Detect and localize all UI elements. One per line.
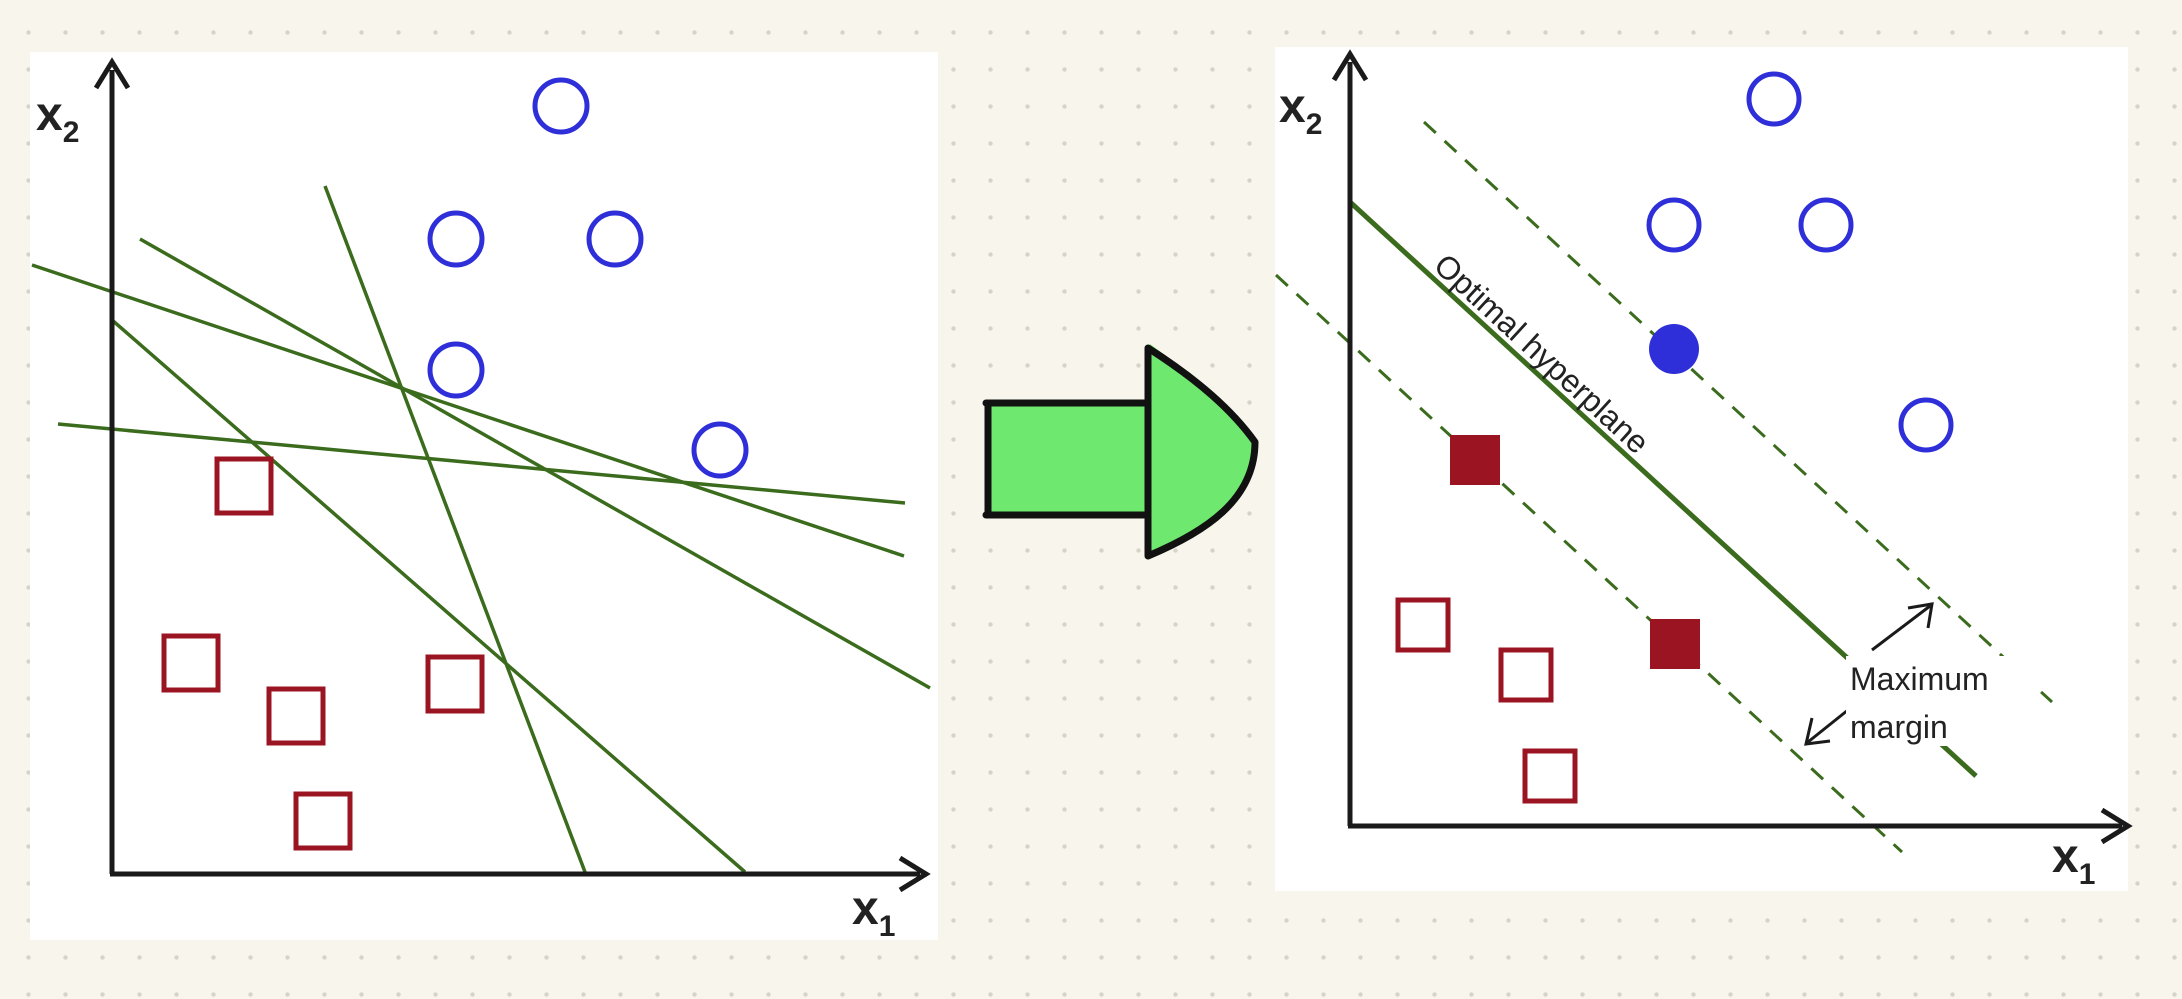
margin-label-line2: margin bbox=[1850, 709, 1948, 745]
left-squares bbox=[161, 456, 485, 851]
class-a-circle bbox=[691, 421, 749, 479]
arrow-fill bbox=[986, 344, 1255, 555]
candidate-line bbox=[110, 318, 747, 874]
margin-arrow-up bbox=[1871, 604, 1931, 652]
left-y-arrowhead bbox=[93, 57, 131, 90]
class-a-circle bbox=[586, 210, 644, 268]
class-b-square bbox=[425, 654, 485, 714]
left-axes bbox=[93, 57, 931, 893]
support-vector-square bbox=[1650, 619, 1700, 669]
right-axes bbox=[1331, 49, 2133, 845]
right-panel-background bbox=[1275, 47, 2128, 891]
lower-margin-line bbox=[1274, 273, 1904, 854]
right-x-axis-label: x1 bbox=[2052, 830, 2095, 891]
class-b-square bbox=[1395, 597, 1451, 653]
class-b-square bbox=[1498, 647, 1554, 703]
support-vector-circle bbox=[1649, 324, 1699, 374]
left-x-arrowhead bbox=[898, 855, 931, 893]
candidate-line bbox=[323, 185, 587, 873]
class-b-square bbox=[1522, 748, 1578, 804]
class-a-circle bbox=[1798, 197, 1854, 253]
class-a-circle bbox=[1898, 397, 1954, 453]
margin-label-background bbox=[1846, 656, 2038, 746]
candidate-line bbox=[57, 422, 906, 505]
upper-margin-line bbox=[1422, 120, 2054, 704]
class-a-circle bbox=[1746, 71, 1802, 127]
right-panel: Optimal hyperplane x2 x1 bbox=[1274, 47, 2133, 891]
class-b-square bbox=[214, 456, 274, 516]
class-a-circle bbox=[427, 341, 485, 399]
candidate-line bbox=[31, 263, 905, 558]
right-arrow-icon bbox=[982, 344, 1259, 560]
left-y-axis-label: x2 bbox=[36, 88, 79, 149]
margin-label-line1: Maximum bbox=[1850, 661, 1989, 697]
right-squares bbox=[1395, 597, 1578, 804]
margin-arrowhead-up bbox=[1907, 602, 1934, 629]
left-x-axis-label: x1 bbox=[852, 882, 895, 943]
class-a-circle bbox=[532, 77, 590, 135]
margin-arrowhead-down bbox=[1804, 717, 1831, 746]
candidate-lines bbox=[31, 185, 931, 874]
left-circles bbox=[427, 77, 749, 479]
arrow-stroke bbox=[1144, 344, 1259, 560]
margin-lines bbox=[1274, 120, 2054, 854]
right-circles bbox=[1646, 71, 1954, 453]
class-b-square bbox=[293, 791, 353, 851]
left-panel-background bbox=[30, 52, 938, 940]
support-vector-square bbox=[1450, 435, 1500, 485]
right-y-axis-label: x2 bbox=[1279, 80, 1322, 141]
right-x-arrowhead bbox=[2100, 807, 2133, 845]
left-panel: x2 x1 bbox=[30, 52, 938, 943]
class-b-square bbox=[266, 686, 326, 746]
class-a-circle bbox=[427, 210, 485, 268]
candidate-line bbox=[139, 237, 931, 690]
class-a-circle bbox=[1646, 197, 1702, 253]
class-b-square bbox=[161, 633, 221, 693]
right-y-arrowhead bbox=[1331, 49, 1369, 82]
